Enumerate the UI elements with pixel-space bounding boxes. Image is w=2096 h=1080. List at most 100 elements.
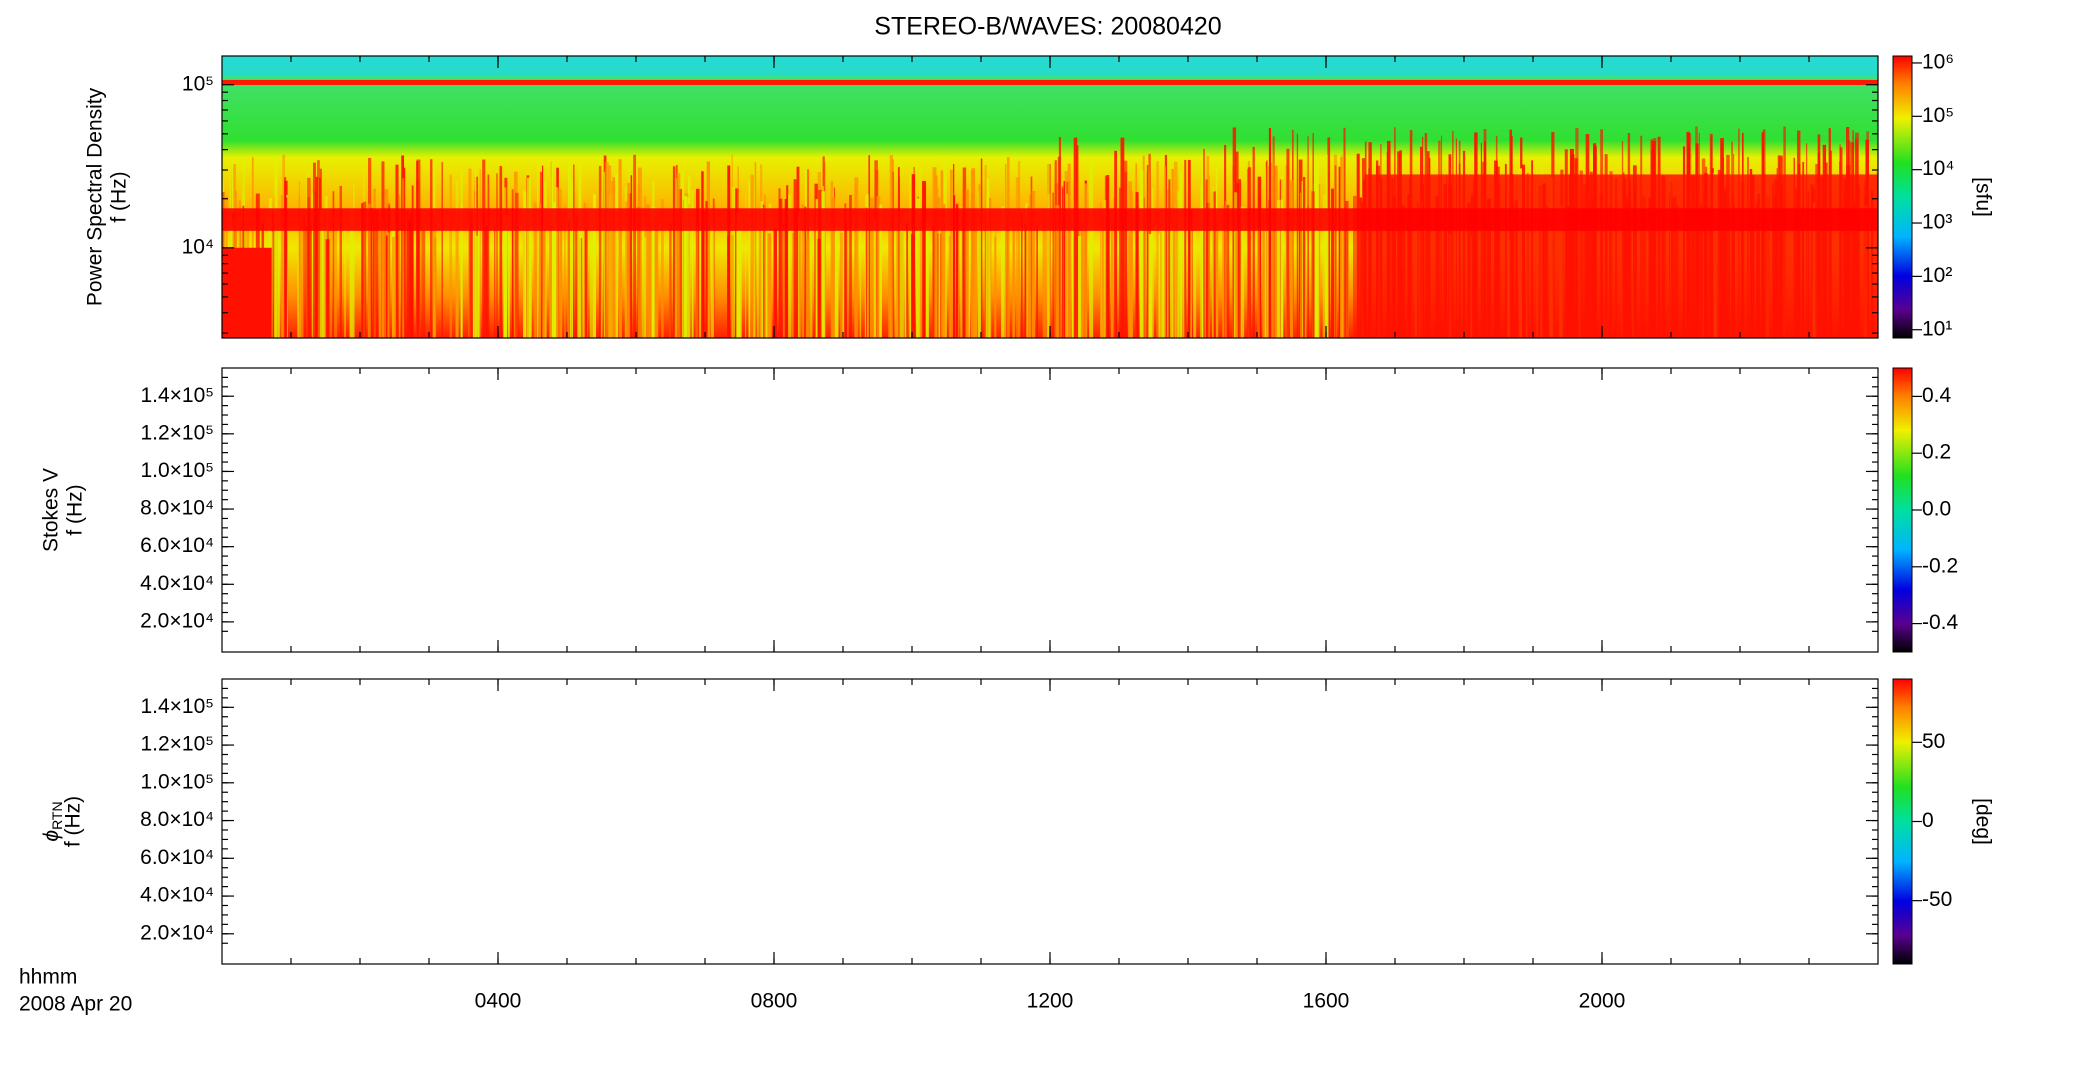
spectrogram-stripe (1015, 177, 1020, 338)
spectrogram-stripe (1063, 181, 1066, 338)
spectrogram-stripe (416, 159, 421, 338)
spectrogram-stripe (758, 214, 762, 338)
spectrogram-stripe (745, 193, 747, 338)
spectrogram-stripe (1252, 146, 1255, 338)
spectrogram-stripe (1212, 191, 1216, 338)
spectrogram-stripe (1080, 221, 1084, 338)
spectrogram-stripe (1290, 180, 1294, 338)
spectrogram-stripe (960, 206, 963, 338)
spectrogram-stripe (603, 171, 605, 338)
spectrogram-stripe (549, 225, 552, 338)
spectrogram-stripe (375, 210, 379, 338)
spectrogram-stripe (363, 201, 367, 338)
spectrogram-stripe (485, 225, 488, 338)
spectrogram-stripe (1160, 232, 1162, 338)
spectrogram-stripe (683, 195, 687, 338)
spectrogram-stripe (865, 207, 868, 338)
colorbar-tick-label: -0.2 (1922, 554, 1958, 577)
spectrogram-stripe (1084, 183, 1088, 338)
spectrogram-stripe (1068, 208, 1072, 338)
spectrogram-stripe (874, 160, 878, 338)
colorbar-label: [deg] (1971, 798, 1994, 845)
spectrogram-stripe (604, 162, 609, 338)
spectrogram-stripe (1135, 192, 1139, 338)
spectrogram-stripe (644, 237, 647, 338)
spectrogram-stripe (672, 166, 676, 338)
spectrogram-stripe (326, 230, 329, 338)
spectrogram-stripe (779, 198, 783, 338)
colorbar (1892, 678, 1913, 965)
spectrogram-stripe (1062, 187, 1064, 338)
spectrogram-stripe (641, 217, 645, 338)
spectrogram-stripe (1025, 203, 1029, 338)
colorbar (1892, 55, 1913, 339)
spectrogram-stripe (1281, 175, 1284, 338)
spectrogram-stripe (1184, 159, 1187, 338)
spectrogram-stripe (1031, 191, 1036, 338)
spectrogram-stripe (589, 208, 593, 338)
spectrogram-stripe (508, 218, 510, 338)
spectrogram-stripe (973, 221, 978, 338)
spectrogram-stripe (1215, 213, 1219, 338)
spectrogram-stripe (680, 170, 685, 338)
spectrogram-stripe (899, 223, 904, 338)
spectrogram-stripe (1124, 171, 1128, 338)
spectrogram-stripe (783, 230, 786, 338)
spectrogram-stripe (962, 167, 967, 338)
spectrogram-stripe (1315, 238, 1318, 338)
colorbar-tick-label: 0 (1922, 809, 1934, 832)
x-tick-label: 0400 (475, 990, 522, 1013)
spectrogram-stripe (487, 174, 490, 338)
spectrogram-stripe (1004, 164, 1007, 338)
spectrogram-stripe (573, 164, 575, 338)
spectrogram-stripe (1262, 215, 1266, 338)
spectrogram-stripe (1052, 192, 1054, 338)
spectrogram-stripe (1341, 167, 1345, 338)
spectrogram-stripe (1247, 167, 1252, 338)
spectrogram-stripe (1222, 205, 1225, 338)
y-tick-label: 4.0×10⁴ (140, 572, 214, 595)
spectrogram-stripe (1240, 206, 1245, 338)
spectrogram-stripe (906, 222, 909, 338)
spectrogram-stripe (627, 182, 630, 338)
spectrogram-stripe (408, 219, 411, 338)
spectrogram-stripe (503, 220, 506, 338)
spectrogram-stripe (479, 169, 481, 338)
spectrogram-stripe (1190, 228, 1192, 338)
y-tick-label: 1.0×10⁵ (140, 459, 214, 482)
spectrogram-stripe (307, 177, 311, 338)
colorbar-tick-label: 0.4 (1922, 384, 1952, 407)
spectrogram-stripe (1103, 199, 1107, 338)
spectrogram-stripe (1170, 222, 1174, 338)
spectrogram-stripe (868, 155, 871, 338)
spectrogram-stripe (1199, 185, 1203, 338)
spectrogram-stripe (1168, 179, 1171, 338)
spectrogram-stripe (1176, 190, 1180, 338)
spectrogram-stripe (1073, 137, 1078, 338)
spectrogram-stripe (611, 181, 615, 338)
spectrogram-stripe (1142, 155, 1145, 338)
spectrogram-stripe (1082, 224, 1086, 338)
spectrogram-stripe (948, 235, 951, 338)
spectrogram-stripe (938, 228, 941, 338)
spectrogram-stripe (710, 228, 715, 338)
spectrogram-stripe (879, 204, 882, 338)
spectrogram-stripe (537, 167, 539, 338)
spectrogram-stripe (469, 222, 474, 338)
spectrogram-stripe (691, 190, 694, 338)
spectrogram-stripe (980, 158, 983, 338)
spectrogram-stripe (839, 232, 844, 338)
spectrogram-stripe (1318, 184, 1321, 338)
spectrogram-stripe (601, 166, 603, 338)
spectrogram-stripe (1156, 161, 1159, 338)
spectrogram-stripe (494, 224, 496, 338)
spectrogram-stripe (460, 170, 463, 338)
spectrogram-stripe (1046, 159, 1050, 338)
spectrogram-stripe (277, 233, 279, 338)
spectrogram-stripe (1120, 137, 1125, 338)
spectrogram-stripe (317, 160, 320, 338)
spectrogram-stripe (571, 181, 573, 338)
spectrogram-stripe (873, 220, 876, 338)
spectrogram-stripe (378, 220, 382, 338)
spectrogram-stripe (932, 225, 936, 338)
